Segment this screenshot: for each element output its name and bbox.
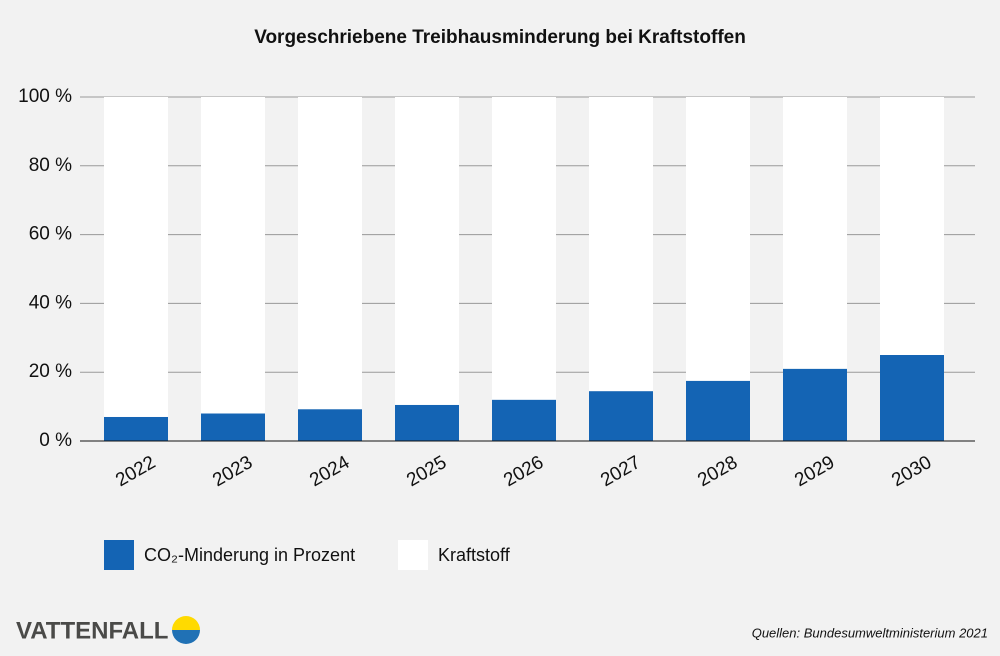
bar-segment	[492, 399, 556, 441]
legend-swatch	[398, 540, 428, 570]
bar-segment	[880, 355, 944, 441]
bar-segment	[395, 97, 459, 405]
chart-title: Vorgeschriebene Treibhausminderung bei K…	[254, 27, 746, 48]
y-tick-label: 100 %	[18, 86, 72, 107]
bar-segment	[589, 97, 653, 392]
source: Quellen: Bundesumweltministerium 2021	[752, 625, 988, 640]
legend-label: CO₂-Minderung in Prozent	[144, 545, 355, 565]
y-tick-label: 60 %	[29, 224, 72, 245]
y-tick-label: 40 %	[29, 292, 72, 313]
bar-segment	[298, 409, 362, 441]
bar-segment	[395, 404, 459, 441]
bar-segment	[201, 97, 265, 414]
legend-swatch	[104, 540, 134, 570]
bar-segment	[201, 413, 265, 441]
brand-logo	[172, 616, 200, 644]
y-tick-label: 20 %	[29, 361, 72, 382]
bar-segment	[783, 368, 847, 441]
bar-segment	[298, 97, 362, 410]
y-tick-label: 0 %	[39, 430, 72, 451]
brand: VATTENFALL	[16, 617, 168, 644]
bar-segment	[880, 97, 944, 355]
bar-segment	[686, 380, 750, 441]
bar-segment	[104, 97, 168, 417]
legend-label: Kraftstoff	[438, 545, 511, 565]
bar-segment	[589, 391, 653, 441]
bar-segment	[686, 97, 750, 381]
bar-segment	[783, 97, 847, 369]
y-tick-label: 80 %	[29, 155, 72, 176]
bar-segment	[492, 97, 556, 400]
bar-segment	[104, 416, 168, 441]
